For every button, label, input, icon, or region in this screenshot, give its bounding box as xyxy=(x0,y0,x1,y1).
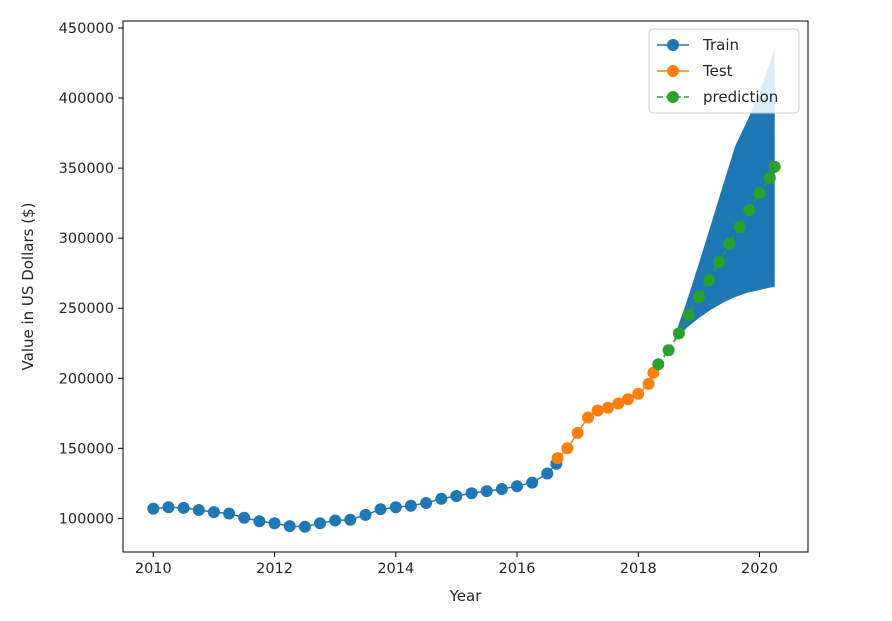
data-point-test xyxy=(582,411,594,424)
data-point-train xyxy=(344,513,357,526)
data-point-train xyxy=(162,501,175,514)
legend-label-prediction: prediction xyxy=(703,88,778,106)
data-point-prediction xyxy=(712,256,725,268)
x-tick-label: 2014 xyxy=(377,561,414,577)
data-point-test xyxy=(622,393,634,406)
x-tick-label: 2018 xyxy=(620,561,657,577)
x-tick-label: 2020 xyxy=(741,561,778,577)
y-tick-label: 450000 xyxy=(59,21,114,37)
data-point-test xyxy=(632,387,645,400)
data-point-prediction xyxy=(703,274,716,287)
legend-marker-test xyxy=(667,65,679,77)
data-point-test xyxy=(551,452,564,465)
data-point-train xyxy=(147,502,160,515)
data-point-train xyxy=(283,520,296,533)
data-point-prediction xyxy=(692,291,705,303)
data-point-train xyxy=(298,520,311,533)
legend-label-test: Test xyxy=(702,62,733,80)
x-tick-label: 2012 xyxy=(256,561,293,577)
x-tick-label: 2010 xyxy=(135,561,172,577)
data-point-train xyxy=(192,504,205,516)
data-point-prediction xyxy=(652,358,665,371)
data-point-train xyxy=(541,467,554,480)
data-point-train xyxy=(420,497,433,509)
data-point-train xyxy=(450,490,463,502)
data-point-train xyxy=(314,517,326,530)
data-point-prediction xyxy=(733,221,746,233)
data-point-train xyxy=(268,517,281,530)
legend-label-train: Train xyxy=(702,36,739,54)
series-line-train xyxy=(153,463,557,528)
y-axis: 100000 150000 200000 250000 300000 350000 4000… xyxy=(59,21,123,527)
data-point-prediction xyxy=(672,327,685,340)
legend-marker-prediction xyxy=(667,91,679,103)
y-tick-label: 200000 xyxy=(59,371,114,387)
y-tick-label: 350000 xyxy=(59,161,114,177)
data-point-train xyxy=(359,508,372,521)
data-point-prediction xyxy=(662,344,675,357)
y-tick-label: 150000 xyxy=(59,441,114,457)
data-point-test xyxy=(591,404,604,417)
y-axis-label: Value in US Dollars ($) xyxy=(19,203,37,371)
legend-marker-train xyxy=(667,39,679,51)
data-point-test xyxy=(571,426,584,439)
confidence-band xyxy=(674,47,775,342)
data-point-train xyxy=(526,476,539,489)
data-point-train xyxy=(404,499,417,512)
data-point-train xyxy=(329,514,342,527)
data-point-prediction xyxy=(763,171,776,184)
data-point-train xyxy=(389,501,402,514)
data-point-train xyxy=(253,515,266,528)
series-layer xyxy=(147,160,781,533)
data-point-train xyxy=(465,487,478,500)
data-point-prediction xyxy=(743,204,756,217)
y-tick-label: 250000 xyxy=(59,301,114,317)
data-point-train xyxy=(238,511,251,524)
x-tick-label: 2016 xyxy=(499,561,536,577)
legend: Train Test prediction xyxy=(648,28,800,114)
data-point-prediction xyxy=(723,237,736,250)
data-point-prediction xyxy=(753,187,766,200)
legend-box xyxy=(648,28,800,114)
data-point-test xyxy=(602,401,614,414)
data-point-test xyxy=(642,377,655,390)
data-point-train xyxy=(207,506,220,519)
x-axis-label: Year xyxy=(449,587,483,605)
y-tick-label: 300000 xyxy=(59,231,114,247)
axes-frame xyxy=(122,20,809,553)
data-point-train xyxy=(435,492,448,505)
data-point-train xyxy=(177,501,190,514)
data-point-train xyxy=(495,483,508,495)
confidence-band-layer xyxy=(674,47,775,342)
data-point-train xyxy=(223,507,236,520)
data-point-test xyxy=(561,442,574,455)
y-tick-label: 100000 xyxy=(59,511,114,527)
data-point-train xyxy=(480,485,493,498)
y-tick-label: 400000 xyxy=(59,91,114,107)
plot-area xyxy=(147,47,781,533)
data-point-train xyxy=(511,480,523,493)
data-point-test xyxy=(612,397,625,410)
data-point-prediction xyxy=(768,160,781,173)
data-point-prediction xyxy=(682,309,695,322)
x-axis: 2010 2012 2014 2016 2018 2020 xyxy=(135,552,778,577)
data-point-train xyxy=(374,503,387,516)
